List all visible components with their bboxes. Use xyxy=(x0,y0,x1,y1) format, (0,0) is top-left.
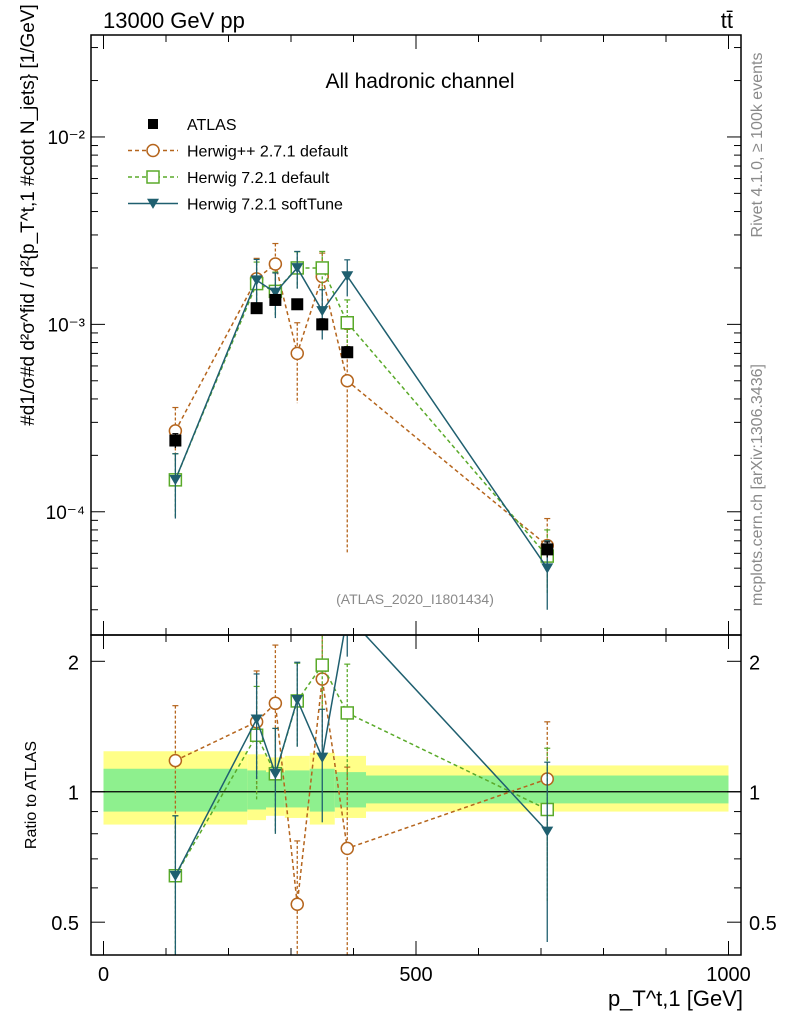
legend-marker xyxy=(147,198,159,209)
ratio-y-tick-label: 1 xyxy=(68,783,79,805)
main-axis-ticks: 10⁻⁴ 10⁻³ 10⁻² xyxy=(46,35,741,635)
ratio-y-tick-label-right: 0.5 xyxy=(749,913,777,935)
ratio-point xyxy=(291,694,304,706)
series-atlas xyxy=(169,293,554,558)
x-axis-label: p_T^t,1 [GeV] xyxy=(608,986,743,1011)
ratio-point xyxy=(315,658,329,672)
data-point xyxy=(315,261,329,275)
data-point xyxy=(268,257,283,271)
ratio-point xyxy=(316,752,329,763)
ratio-point xyxy=(269,769,282,780)
ratio-point xyxy=(340,706,354,720)
data-point xyxy=(341,271,354,282)
uncertainty-bands xyxy=(103,751,729,825)
data-point xyxy=(290,346,304,361)
legend-entry: Herwig++ 2.7.1 default xyxy=(128,144,349,161)
band-green-bin xyxy=(334,772,366,808)
data-point xyxy=(291,298,304,311)
series-line xyxy=(174,266,548,569)
ratio-line xyxy=(174,635,548,877)
analysis-id-label: (ATLAS_2020_I1801434) xyxy=(336,591,494,607)
rivet-version-label: Rivet 4.1.0, ≥ 100k events xyxy=(749,53,766,238)
ratio-panel: 0.5 0.5 1 1 2 2 0 500 1000 xyxy=(51,634,777,986)
legend-entry: ATLAS xyxy=(148,117,237,134)
data-point xyxy=(269,287,282,298)
main-series-group xyxy=(168,242,554,610)
x-tick-label: 1000 xyxy=(706,964,751,986)
ratio-y-tick-label: 0.5 xyxy=(51,913,79,935)
series-herwig-2-7-1-default xyxy=(168,242,554,587)
ratio-y-tick-label: 2 xyxy=(68,652,79,674)
main-y-tick-label: 10⁻⁴ xyxy=(46,503,85,524)
legend-marker xyxy=(146,170,160,184)
data-point xyxy=(269,293,282,306)
data-point xyxy=(341,346,354,359)
ratio-point xyxy=(250,714,263,725)
main-y-tick-label: 10⁻² xyxy=(48,128,86,149)
x-tick-label: 500 xyxy=(399,964,432,986)
data-point xyxy=(340,374,354,388)
series-herwig-7-2-1-softtune xyxy=(169,250,554,610)
data-point xyxy=(316,318,329,331)
legend-label: Herwig++ 2.7.1 default xyxy=(187,144,349,161)
ratio-point xyxy=(168,753,183,768)
data-point xyxy=(291,263,304,274)
ratio-point xyxy=(541,826,554,837)
data-point xyxy=(541,563,554,574)
series-herwig-7-2-1-default xyxy=(168,250,554,595)
ratio-series-herwig-7-2-1-softtune xyxy=(169,635,554,955)
ratio-y-tick-label-right: 2 xyxy=(749,652,760,674)
energy-label: 13000 GeV pp xyxy=(103,8,245,33)
series-line xyxy=(174,267,548,557)
legend-label: ATLAS xyxy=(187,117,237,134)
ratio-y-axis-label: Ratio to ATLAS xyxy=(23,741,40,849)
data-point xyxy=(541,543,554,556)
process-label: tt̄ xyxy=(721,8,733,33)
ratio-point xyxy=(268,696,283,711)
series-line xyxy=(174,262,548,547)
data-point xyxy=(316,306,329,317)
chart-title: All hadronic channel xyxy=(325,70,514,93)
ratio-point xyxy=(340,841,354,856)
ratio-point xyxy=(169,870,182,882)
data-point xyxy=(250,302,263,315)
data-point xyxy=(169,475,182,486)
x-tick-label: 0 xyxy=(98,964,109,986)
data-point xyxy=(250,275,263,286)
legend-label: Herwig 7.2.1 softTune xyxy=(187,197,343,214)
ratio-y-tick-label-right: 1 xyxy=(749,783,760,805)
main-panel: 10⁻⁴ 10⁻³ 10⁻² xyxy=(46,34,742,636)
legend-marker xyxy=(146,143,160,158)
source-label: mcplots.cern.ch [arXiv:1306.3436] xyxy=(749,364,766,606)
ratio-series-group xyxy=(168,635,554,955)
data-point xyxy=(340,316,354,330)
main-y-tick-label: 10⁻³ xyxy=(48,315,86,336)
legend-label: Herwig 7.2.1 default xyxy=(187,170,330,187)
ratio-point xyxy=(290,897,304,912)
legend-entry: Herwig 7.2.1 softTune xyxy=(128,197,343,214)
data-point xyxy=(169,434,182,447)
ratio-axis-ticks: 0.5 0.5 1 1 2 2 0 500 1000 xyxy=(51,635,777,986)
legend-marker xyxy=(148,119,158,129)
main-y-axis-label: #d1/σ#d d²σ^fid / d²{p_T^t,1 #cdot N_jet… xyxy=(18,4,39,426)
band-green-bin xyxy=(284,770,310,808)
legend: ATLAS Herwig++ 2.7.1 default Herwig 7.2.1 … xyxy=(128,117,349,214)
legend-entry: Herwig 7.2.1 default xyxy=(128,170,330,187)
band-green-bin xyxy=(247,770,266,810)
ratio-panel-frame xyxy=(90,634,742,956)
